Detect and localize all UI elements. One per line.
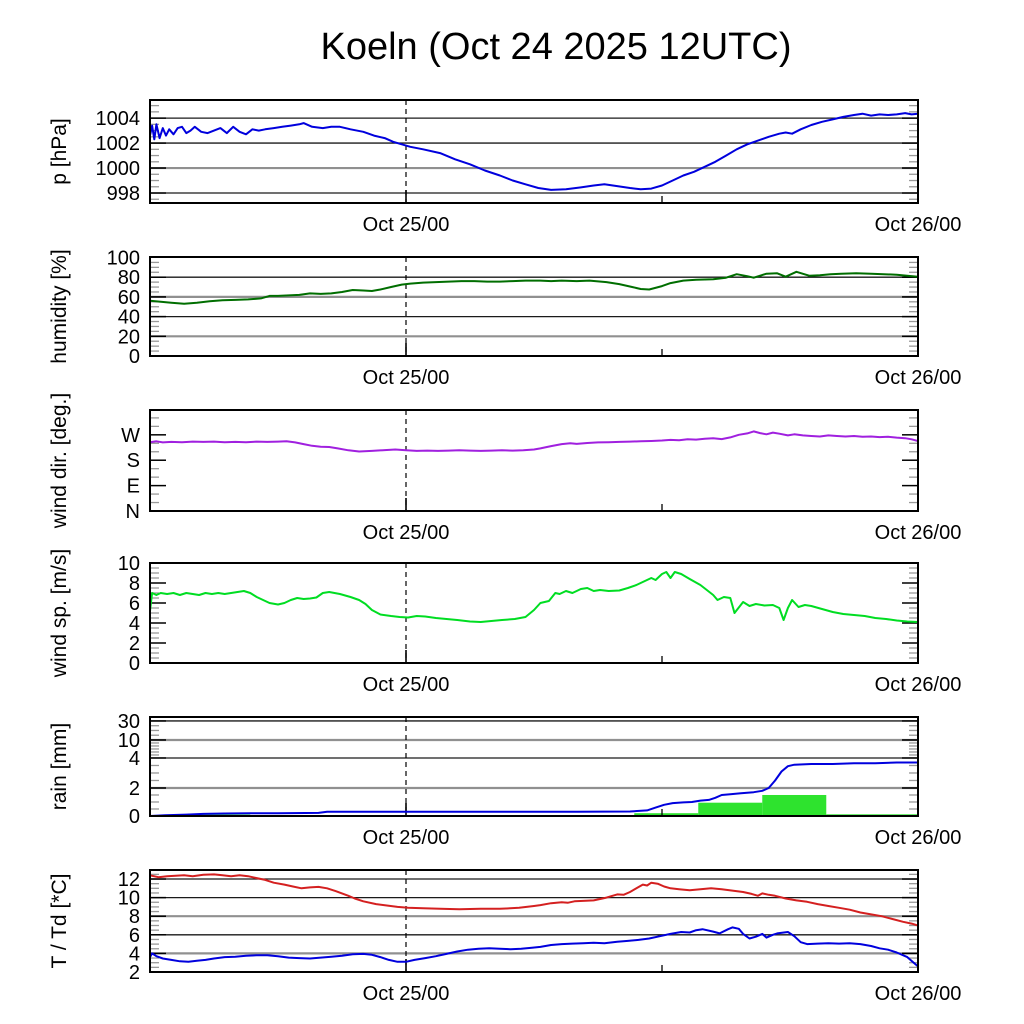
wind_speed-axis-label: wind sp. [m/s] (48, 549, 71, 678)
y-tick-label: 8 (129, 573, 140, 595)
panel-border (149, 256, 919, 357)
y-tick-label: 2 (129, 778, 140, 800)
y-tick-label: 10 (118, 730, 140, 752)
y-tick-label: 0 (129, 806, 140, 828)
x-tick-label: Oct 25/00 (363, 674, 450, 696)
pressure-series-pressure (150, 112, 918, 191)
y-tick-label: 1000 (96, 158, 141, 180)
wind_dir-series-wind_direction (150, 430, 918, 453)
panel-border (149, 869, 919, 973)
y-tick-label: 2 (129, 633, 140, 655)
pressure-axis-label: p [hPa] (48, 118, 71, 185)
y-tick-label: 8 (129, 906, 140, 928)
y-tick-label: 1004 (96, 108, 141, 130)
x-tick-label: Oct 26/00 (875, 983, 962, 1005)
x-tick-label: Oct 26/00 (875, 367, 962, 389)
y-tick-label: 0 (129, 653, 140, 675)
panel-border (149, 562, 919, 664)
rain-series-accumulated_rain (150, 761, 918, 816)
y-tick-label: E (127, 476, 140, 498)
x-tick-label: Oct 26/00 (875, 214, 962, 236)
temperature-series-temperature (150, 873, 918, 927)
y-tick-label: 2 (129, 962, 140, 984)
y-tick-label: S (127, 450, 140, 472)
humidity-axis-label: humidity [%] (48, 249, 71, 363)
temperature-axis-label: T / Td [*C] (48, 874, 71, 969)
y-tick-label: 6 (129, 925, 140, 947)
y-tick-label: 10 (118, 553, 140, 575)
panel-pressure: 998 1000 1002 1004 Oct 25/00 Oct 26/00 p [hPa] (48, 99, 962, 236)
y-tick-label: W (121, 425, 140, 447)
x-tick-label: Oct 25/00 (363, 983, 450, 1005)
rain-bar (634, 813, 699, 816)
y-tick-label: 30 (118, 711, 140, 733)
panel-border (149, 716, 919, 817)
x-tick-label: Oct 25/00 (363, 367, 450, 389)
wind_dir-axis-label: wind dir. [deg.] (48, 393, 71, 529)
y-tick-label: 1002 (96, 133, 141, 155)
rain-bar (698, 802, 763, 816)
y-tick-label: 6 (129, 593, 140, 615)
y-tick-label: 40 (118, 307, 140, 329)
y-tick-label: 0 (129, 346, 140, 368)
x-tick-label: Oct 25/00 (363, 522, 450, 544)
y-tick-label: 100 (107, 247, 140, 269)
y-tick-label: N (126, 501, 140, 523)
chart-title: Koeln (Oct 24 2025 12UTC) (320, 26, 792, 68)
y-tick-label: 12 (118, 869, 140, 891)
x-tick-label: Oct 25/00 (363, 214, 450, 236)
y-tick-label: 998 (107, 183, 140, 205)
y-tick-label: 60 (118, 287, 140, 309)
wind_speed-series-wind_speed (150, 571, 918, 623)
panel-border (149, 409, 919, 512)
temperature-series-dewpoint (150, 926, 918, 968)
humidity-series-humidity (150, 270, 918, 305)
y-tick-label: 80 (118, 267, 140, 289)
y-tick-label: 20 (118, 326, 140, 348)
y-tick-label: 4 (129, 613, 140, 635)
y-tick-label: 10 (118, 888, 140, 910)
y-tick-label: 4 (129, 943, 140, 965)
x-tick-label: Oct 26/00 (875, 522, 962, 544)
x-tick-label: Oct 26/00 (875, 827, 962, 849)
panel-border (149, 99, 919, 204)
rain-axis-label: rain [mm] (48, 723, 71, 811)
x-tick-label: Oct 26/00 (875, 674, 962, 696)
x-tick-label: Oct 25/00 (363, 827, 450, 849)
rain-bar (762, 794, 827, 816)
y-tick-label: 4 (129, 748, 140, 770)
